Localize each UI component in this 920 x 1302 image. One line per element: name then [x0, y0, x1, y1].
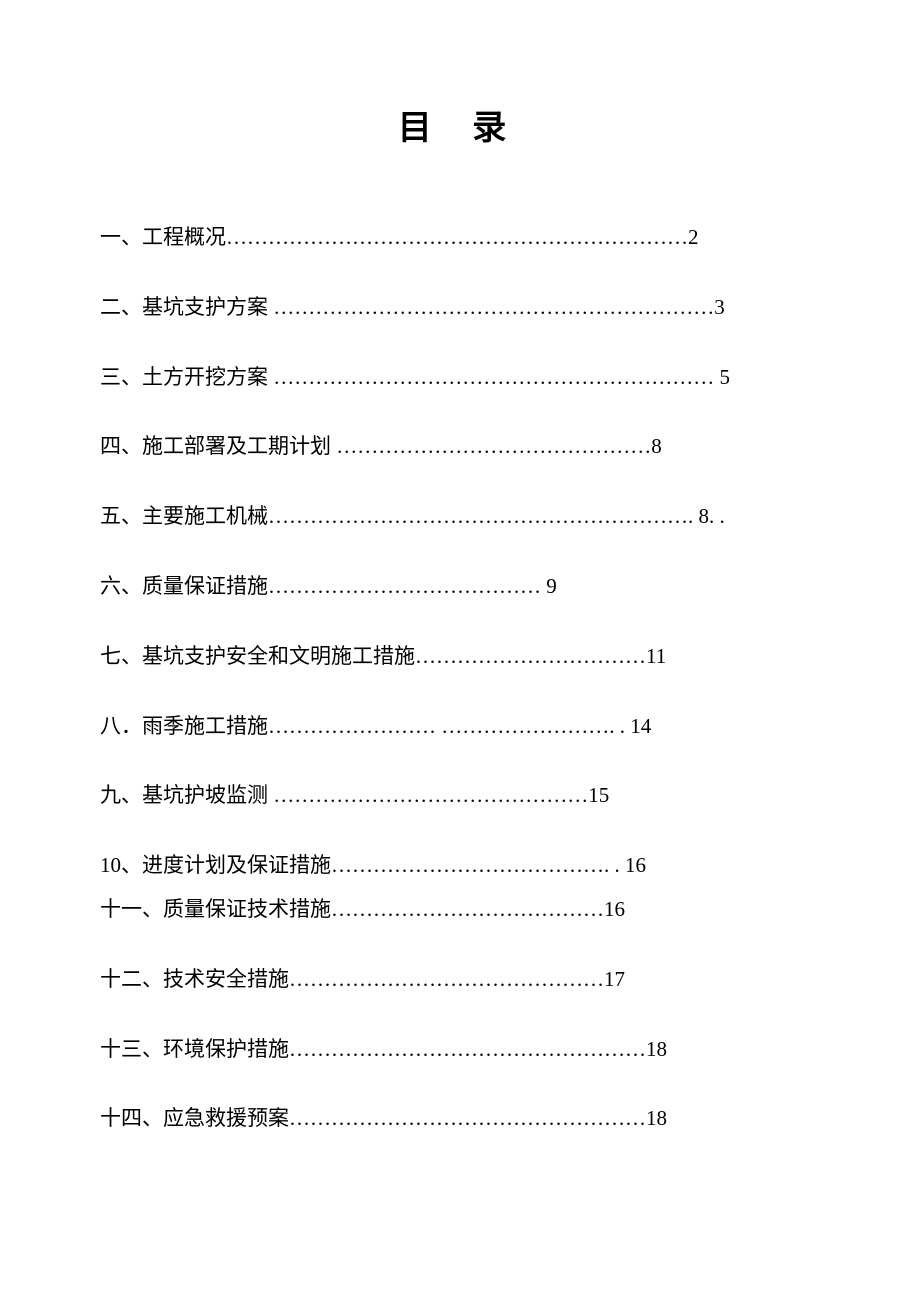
toc-entry: 五、主要施工机械……………………………………………………. 8. .: [100, 498, 820, 536]
toc-title: 目 录: [100, 100, 820, 149]
toc-entry: 十四、应急救援预案……………………………………………18: [100, 1100, 820, 1138]
toc-entry: 十三、环境保护措施……………………………………………18: [100, 1031, 820, 1069]
toc-entry: 十一、质量保证技术措施…………………………………16: [100, 891, 820, 929]
toc-entry: 二、基坑支护方案 ………………………………………………………3: [100, 289, 820, 327]
toc-entry: 三、土方开挖方案 ……………………………………………………… 5: [100, 359, 820, 397]
toc-entry: 七、基坑支护安全和文明施工措施……………………………11: [100, 638, 820, 676]
toc-list: 一、工程概况…………………………………………………………2 二、基坑支护方案 ………: [100, 219, 820, 1138]
toc-entry: 六、质量保证措施………………………………… 9: [100, 568, 820, 606]
toc-entry: 九、基坑护坡监测 ………………………………………15: [100, 777, 820, 815]
toc-entry: 10、进度计划及保证措施…………………………………. . 16: [100, 847, 820, 885]
toc-entry: 四、施工部署及工期计划 ………………………………………8: [100, 428, 820, 466]
toc-entry: 八．雨季施工措施…………………… ……………………. . 14: [100, 708, 820, 746]
toc-entry: 一、工程概况…………………………………………………………2: [100, 219, 820, 257]
toc-entry: 十二、技术安全措施………………………………………17: [100, 961, 820, 999]
document-page: 目 录 一、工程概况…………………………………………………………2 二、基坑支护方…: [0, 0, 920, 1210]
